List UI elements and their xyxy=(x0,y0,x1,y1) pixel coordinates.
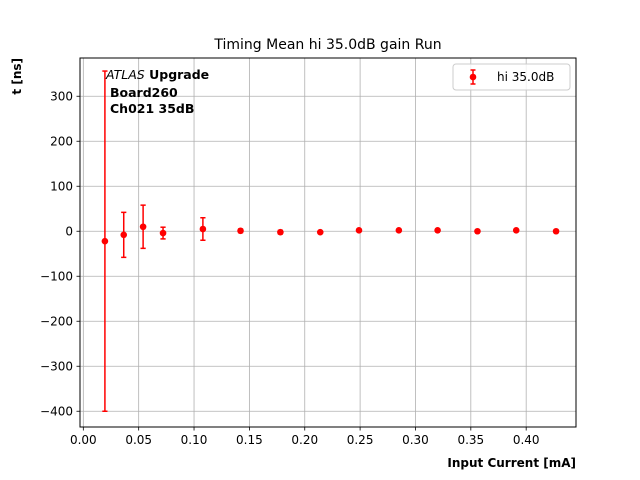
y-tick-label: −200 xyxy=(40,315,73,329)
ticks: 0.00 0.05 0.10 0.15 0.20 0.25 0.30 0.35 0.40 −400… xyxy=(40,90,540,447)
point-marker xyxy=(552,227,560,235)
data-point xyxy=(434,227,441,234)
point-marker xyxy=(277,228,284,236)
point-marker xyxy=(474,227,481,235)
data-point xyxy=(199,217,207,241)
point-marker xyxy=(139,223,147,231)
x-axis-label: Input Current [mA] xyxy=(447,456,576,470)
data-point xyxy=(395,227,403,234)
annotation-atlas: ATLAS xyxy=(105,67,145,82)
y-axis-label: t [ns] xyxy=(10,58,24,95)
data-point xyxy=(355,227,363,234)
data-point xyxy=(159,226,167,240)
x-tick-label: 0.30 xyxy=(402,433,429,447)
y-tick-label: 0 xyxy=(65,225,73,239)
annotation-channel: Ch021 35dB xyxy=(110,101,194,116)
point-marker xyxy=(355,227,363,234)
y-tick-label: −400 xyxy=(40,405,73,419)
point-marker xyxy=(159,229,167,237)
x-tick-label: 0.05 xyxy=(125,433,152,447)
data-points xyxy=(101,70,560,412)
point-marker xyxy=(395,227,403,234)
x-tick-label: 0.10 xyxy=(181,433,208,447)
point-marker xyxy=(434,227,441,234)
legend: hi 35.0dB xyxy=(452,63,571,91)
data-point xyxy=(101,70,109,412)
point-marker xyxy=(101,237,109,245)
annotation-board: Board260 xyxy=(110,85,178,100)
x-tick-label: 0.00 xyxy=(70,433,97,447)
data-point xyxy=(474,227,481,235)
point-marker xyxy=(120,231,128,239)
chart-title: Timing Mean hi 35.0dB gain Run xyxy=(213,37,441,53)
data-point xyxy=(139,204,147,250)
legend-marker xyxy=(469,73,477,81)
plot-frame xyxy=(79,57,577,428)
legend-label: hi 35.0dB xyxy=(497,70,554,84)
data-point xyxy=(277,228,284,236)
grid xyxy=(80,58,576,427)
annotation-upgrade: Upgrade xyxy=(149,67,209,82)
y-tick-label: 300 xyxy=(50,90,73,104)
y-tick-label: 200 xyxy=(50,135,73,149)
x-tick-label: 0.40 xyxy=(513,433,540,447)
point-marker xyxy=(199,225,207,233)
data-point xyxy=(237,227,244,235)
data-point xyxy=(316,228,324,236)
x-tick-label: 0.15 xyxy=(236,433,263,447)
y-tick-label: −300 xyxy=(40,360,73,374)
point-marker xyxy=(316,228,324,236)
x-tick-label: 0.20 xyxy=(291,433,318,447)
y-tick-label: −100 xyxy=(40,270,73,284)
y-tick-label: 100 xyxy=(50,180,73,194)
data-point xyxy=(512,227,520,234)
x-tick-label: 0.35 xyxy=(457,433,484,447)
data-point xyxy=(120,211,128,259)
annotation: ATLAS Upgrade Board260 Ch021 35dB xyxy=(105,67,209,116)
legend-frame xyxy=(452,63,571,91)
data-point xyxy=(552,227,560,235)
svg-text:ATLAS Upgrade: ATLAS Upgrade xyxy=(105,67,209,82)
point-marker xyxy=(512,227,520,234)
x-tick-label: 0.25 xyxy=(347,433,374,447)
point-marker xyxy=(237,227,244,235)
